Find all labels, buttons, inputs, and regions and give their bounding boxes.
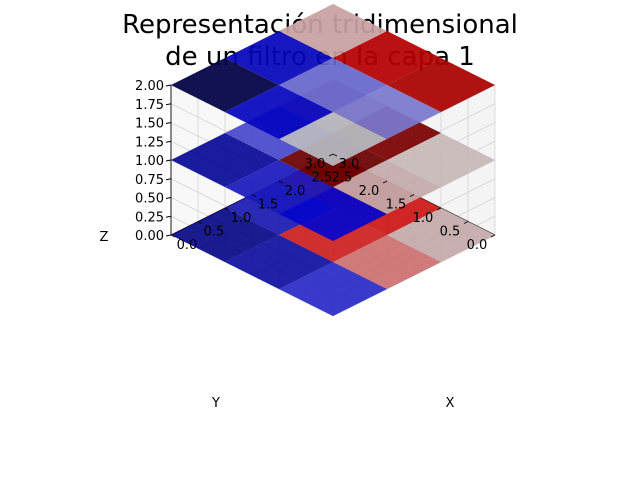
x-axis-label: X	[446, 396, 455, 411]
z-tick-mark	[165, 197, 172, 199]
x-tick-mark	[197, 221, 203, 224]
tick-labels: 0.00.51.01.52.02.53.00.00.51.01.52.02.53…	[135, 79, 496, 253]
y-tick-label: 1.5	[386, 198, 407, 213]
x-tick-mark	[332, 153, 338, 157]
z-tick-mark	[165, 103, 172, 106]
voxel-tile-z2-x2-y2	[279, 4, 387, 58]
z-tick-mark	[165, 215, 172, 218]
y-tick-mark	[409, 194, 415, 197]
x-tick-label: 3.0	[339, 157, 360, 172]
x-tick-label: 0.0	[177, 238, 198, 253]
z-tick-label: 0.50	[135, 192, 164, 207]
y-tick-label: 1.0	[413, 211, 434, 226]
y-tick-label: 3.0	[305, 157, 326, 172]
z-tick-mark	[165, 122, 172, 124]
y-tick-label: 2.0	[359, 184, 380, 199]
y-tick-label: 0.0	[467, 238, 488, 253]
z-tick-mark	[165, 234, 172, 237]
x-tick-label: 2.0	[285, 184, 306, 199]
z-tick-label: 1.75	[135, 98, 164, 113]
y-tick-mark	[328, 153, 334, 157]
x-tick-label: 2.5	[312, 171, 333, 186]
y-tick-mark	[382, 180, 388, 184]
x-tick-label: 1.5	[258, 198, 279, 213]
y-axis-label: Y	[211, 396, 220, 411]
x-tick-mark	[170, 234, 176, 238]
x-tick-label: 0.5	[204, 225, 225, 240]
z-tick-label: 2.00	[135, 79, 164, 94]
z-tick-mark	[165, 84, 172, 87]
voxel-tiles	[171, 4, 495, 316]
y-tick-label: 0.5	[440, 225, 461, 240]
z-tick-label: 1.00	[135, 154, 164, 169]
z-tick-label: 1.25	[135, 135, 164, 150]
z-axis-label: Z	[100, 230, 109, 245]
z-tick-mark	[165, 178, 172, 181]
y-tick-mark	[463, 221, 469, 224]
z-tick-label: 1.50	[135, 117, 164, 132]
x-tick-mark	[224, 207, 230, 211]
z-tick-mark	[165, 159, 172, 162]
z-tick-mark	[165, 140, 172, 143]
y-tick-mark	[436, 207, 442, 211]
x-tick-mark	[305, 167, 311, 170]
y-tick-label: 2.5	[332, 171, 353, 186]
x-tick-mark	[251, 194, 257, 197]
x-tick-label: 1.0	[231, 211, 252, 226]
y-tick-mark	[490, 234, 496, 238]
y-tick-mark	[355, 167, 361, 170]
z-tick-label: 0.75	[135, 173, 164, 188]
z-tick-label: 0.25	[135, 210, 164, 225]
z-tick-label: 0.00	[135, 229, 164, 244]
x-tick-mark	[278, 180, 284, 184]
